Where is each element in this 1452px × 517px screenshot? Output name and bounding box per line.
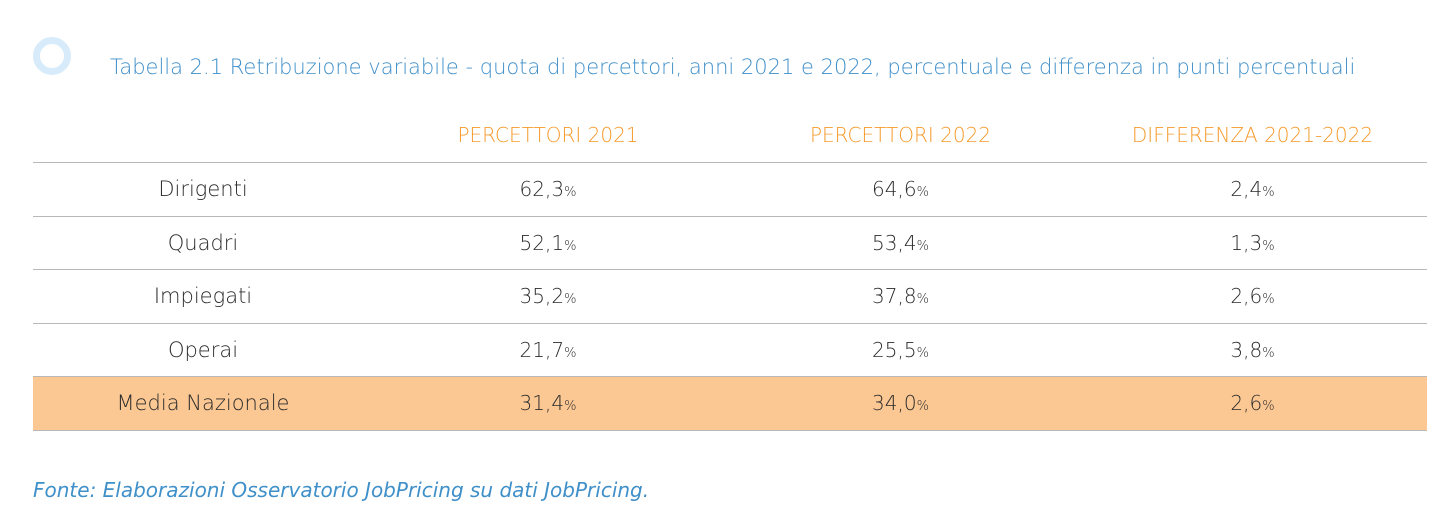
cell-2022: 37,8%: [723, 269, 1078, 324]
value: 53,4: [872, 230, 917, 255]
cell-2021: 35,2%: [373, 269, 723, 324]
table-row: Impiegati 35,2% 37,8% 2,6%: [33, 269, 1427, 324]
unit: %: [916, 238, 929, 254]
value: 35,2: [519, 284, 565, 309]
value: 21,7: [519, 337, 565, 362]
retribution-table: PERCETTORI 2021 PERCETTORI 2022 DIFFEREN…: [33, 108, 1427, 431]
unit: %: [916, 292, 929, 308]
unit: %: [916, 185, 929, 201]
unit: %: [564, 292, 577, 308]
cell-2021: 62,3%: [373, 162, 723, 217]
unit: %: [564, 399, 577, 415]
value: 25,5: [872, 337, 917, 362]
value: 2,6: [1230, 391, 1263, 416]
cell-2021: 31,4%: [373, 376, 723, 431]
unit: %: [916, 345, 929, 361]
value: 52,1: [519, 230, 565, 255]
value: 34,0: [872, 391, 917, 416]
table-row: Quadri 52,1% 53,4% 1,3%: [33, 216, 1427, 270]
cell-2021: 21,7%: [373, 323, 723, 377]
cell-diff: 2,6%: [1078, 269, 1427, 324]
unit: %: [564, 185, 577, 201]
header-differenza: DIFFERENZA 2021-2022: [1078, 108, 1427, 163]
value: 3,8: [1230, 337, 1263, 362]
unit: %: [1262, 399, 1275, 415]
value: 31,4: [519, 391, 565, 416]
table-header-row: PERCETTORI 2021 PERCETTORI 2022 DIFFEREN…: [33, 108, 1427, 163]
unit: %: [564, 238, 577, 254]
cell-diff: 2,4%: [1078, 162, 1427, 217]
value: 2,4: [1230, 177, 1263, 202]
unit: %: [1262, 345, 1275, 361]
value: 62,3: [519, 177, 565, 202]
row-label: Dirigenti: [33, 162, 373, 217]
unit: %: [1262, 292, 1275, 308]
value: 1,3: [1230, 230, 1263, 255]
row-label: Operai: [33, 323, 373, 377]
table-row: Operai 21,7% 25,5% 3,8%: [33, 323, 1427, 377]
unit: %: [916, 399, 929, 415]
row-label: Impiegati: [33, 269, 373, 324]
circle-bullet-icon: [33, 37, 71, 75]
header-empty: [33, 108, 373, 163]
unit: %: [1262, 185, 1275, 201]
unit: %: [1262, 238, 1275, 254]
value: 2,6: [1230, 284, 1263, 309]
cell-2022: 25,5%: [723, 323, 1078, 377]
row-label: Media Nazionale: [33, 376, 373, 431]
header-percettori-2022: PERCETTORI 2022: [723, 108, 1078, 163]
table-row: Dirigenti 62,3% 64,6% 2,4%: [33, 162, 1427, 217]
table-row-highlight: Media Nazionale 31,4% 34,0% 2,6%: [33, 376, 1427, 431]
cell-2022: 64,6%: [723, 162, 1078, 217]
cell-2022: 34,0%: [723, 376, 1078, 431]
cell-2021: 52,1%: [373, 216, 723, 270]
cell-2022: 53,4%: [723, 216, 1078, 270]
source-note: Fonte: Elaborazioni Osservatorio JobPric…: [33, 478, 650, 502]
value: 64,6: [872, 177, 917, 202]
cell-diff: 1,3%: [1078, 216, 1427, 270]
cell-diff: 2,6%: [1078, 376, 1427, 431]
table-caption: Tabella 2.1 Retribuzione variabile - quo…: [110, 55, 1356, 79]
unit: %: [564, 345, 577, 361]
value: 37,8: [872, 284, 917, 309]
header-percettori-2021: PERCETTORI 2021: [373, 108, 723, 163]
row-label: Quadri: [33, 216, 373, 270]
cell-diff: 3,8%: [1078, 323, 1427, 377]
